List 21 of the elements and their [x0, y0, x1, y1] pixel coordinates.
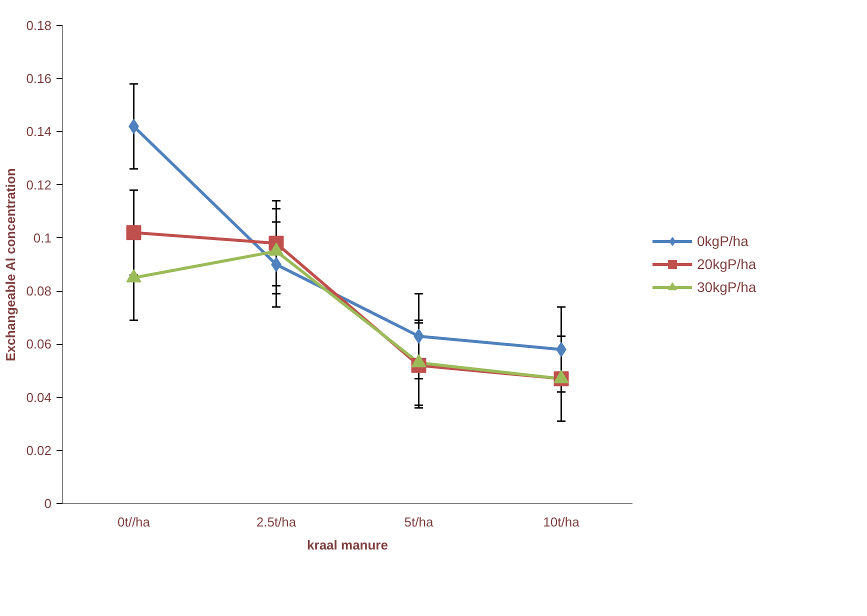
y-tick-label: 0: [44, 496, 52, 511]
y-tick-label: 0.1: [33, 230, 52, 246]
y-tick-label: 0.06: [26, 336, 52, 352]
x-axis-title: kraal manure: [307, 538, 388, 552]
x-tick-label: 0t//ha: [117, 514, 151, 530]
x-tick-label: 5t/ha: [404, 514, 434, 530]
point: [126, 225, 142, 240]
y-tick-label: 0.04: [26, 390, 52, 405]
x-tick-label: 2.5t/ha: [256, 514, 297, 530]
y-tick-label: 0.12: [26, 177, 52, 192]
y-tick-label: 0.18: [26, 18, 52, 33]
point: [271, 257, 282, 272]
legend-label: 0kgP/ha: [697, 233, 748, 249]
legend-label: 30kgP/ha: [697, 279, 756, 295]
y-tick-label: 0.08: [26, 284, 52, 299]
y-tick-label: 0.14: [26, 124, 52, 140]
y-axis-title: Exchangeable Al concentration: [3, 168, 18, 362]
x-tick-label: 10t/ha: [543, 514, 580, 530]
y-tick-label: 0.16: [26, 71, 52, 86]
legend-label: 20kgP/ha: [697, 256, 756, 272]
y-tick-label: 0.02: [26, 442, 52, 458]
